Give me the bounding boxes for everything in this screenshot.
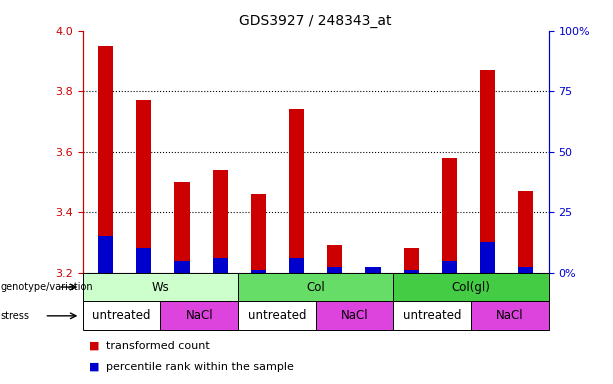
Bar — [213, 170, 228, 273]
Text: untreated: untreated — [403, 310, 462, 322]
Text: percentile rank within the sample: percentile rank within the sample — [106, 362, 294, 372]
Bar — [175, 260, 189, 273]
Text: Col: Col — [306, 281, 325, 293]
Bar — [136, 248, 151, 273]
Bar — [518, 266, 533, 273]
Text: Col(gl): Col(gl) — [452, 281, 490, 293]
Text: Ws: Ws — [151, 281, 169, 293]
Bar — [83, 273, 238, 301]
Bar — [365, 266, 381, 273]
Bar — [213, 258, 228, 273]
Bar — [289, 258, 304, 273]
Bar — [238, 273, 394, 301]
Bar — [251, 270, 266, 273]
Text: stress: stress — [1, 311, 29, 321]
Bar — [83, 301, 161, 330]
Bar — [442, 158, 457, 273]
Text: genotype/variation: genotype/variation — [1, 282, 93, 292]
Bar — [98, 237, 113, 273]
Bar — [480, 242, 495, 273]
Bar — [289, 109, 304, 273]
Text: NaCl: NaCl — [496, 310, 524, 322]
Text: ■: ■ — [89, 362, 99, 372]
Bar — [365, 266, 381, 273]
Bar — [442, 260, 457, 273]
Bar — [403, 248, 419, 273]
Text: transformed count: transformed count — [106, 341, 210, 351]
Text: ■: ■ — [89, 341, 99, 351]
Text: NaCl: NaCl — [341, 310, 368, 322]
Bar — [251, 194, 266, 273]
Bar — [471, 301, 549, 330]
Text: NaCl: NaCl — [185, 310, 213, 322]
Text: untreated: untreated — [93, 310, 151, 322]
Bar — [518, 191, 533, 273]
Text: untreated: untreated — [248, 310, 306, 322]
Bar — [98, 46, 113, 273]
Title: GDS3927 / 248343_at: GDS3927 / 248343_at — [240, 14, 392, 28]
Bar — [403, 270, 419, 273]
Bar — [327, 245, 343, 273]
Bar — [238, 301, 316, 330]
Bar — [480, 70, 495, 273]
Bar — [175, 182, 189, 273]
Bar — [136, 100, 151, 273]
Bar — [161, 301, 238, 330]
Bar — [394, 273, 549, 301]
Bar — [316, 301, 394, 330]
Bar — [394, 301, 471, 330]
Bar — [327, 266, 343, 273]
